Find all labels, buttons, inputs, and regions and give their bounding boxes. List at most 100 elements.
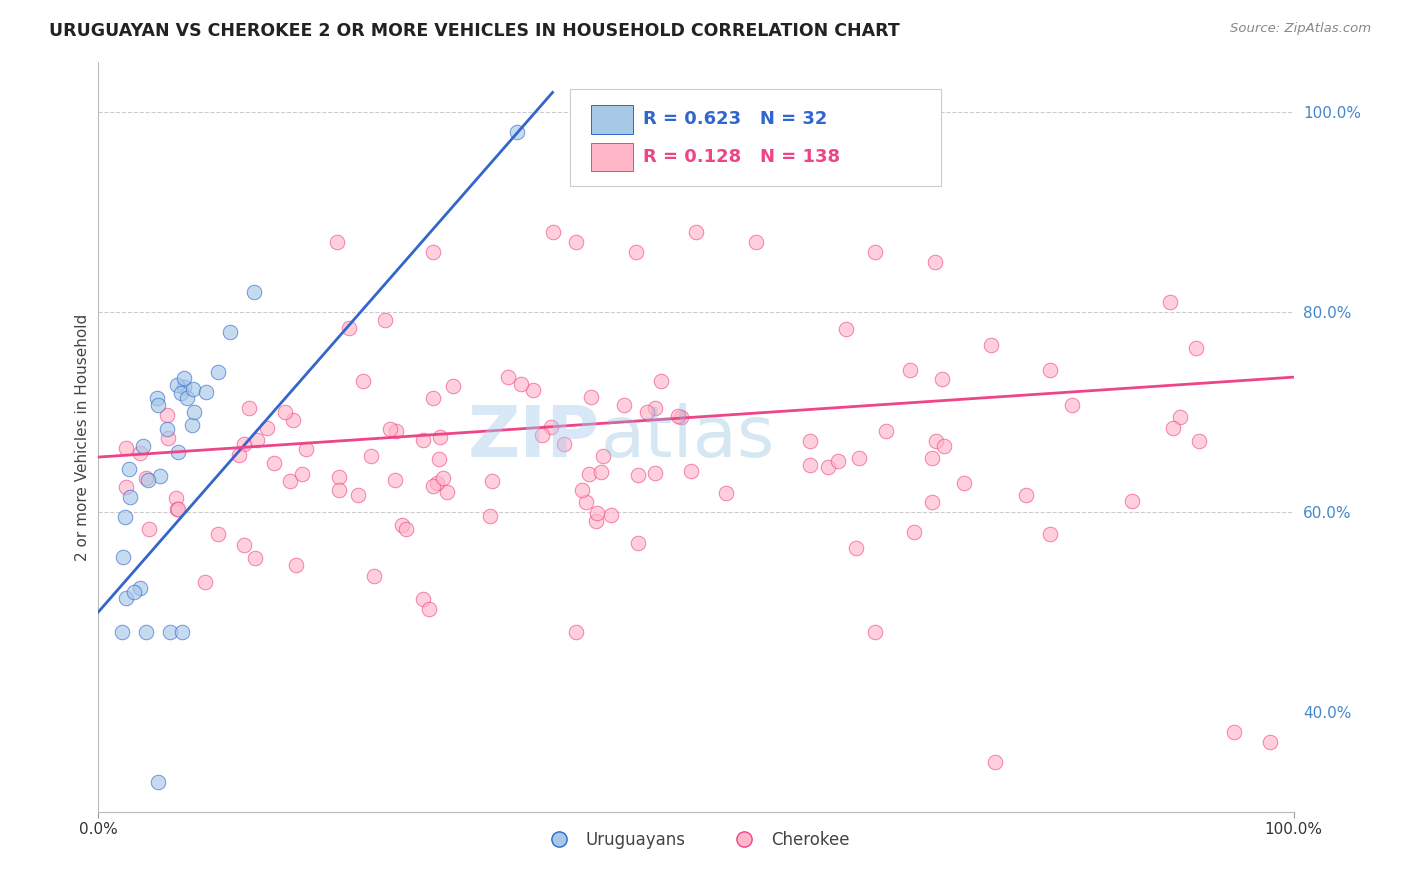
Point [575, 495, 598, 509]
Point [285, 558, 308, 573]
Point [243, 285, 266, 300]
Point [183, 405, 205, 419]
Point [176, 391, 198, 405]
Point [135, 624, 157, 639]
Point [644, 401, 666, 416]
Point [650, 374, 672, 388]
Point [510, 377, 533, 392]
Point [984, 755, 1007, 769]
Point [167, 502, 190, 516]
Point [274, 405, 297, 419]
Point [540, 419, 562, 434]
Point [481, 474, 503, 488]
Point [666, 409, 689, 423]
Point [921, 450, 943, 465]
Point [799, 458, 821, 472]
Point [128, 582, 150, 596]
Point [422, 391, 444, 405]
Point [586, 506, 609, 520]
Point [294, 442, 316, 456]
Point [135, 471, 157, 485]
Point [181, 417, 204, 432]
Point [1039, 363, 1062, 377]
Point [172, 624, 194, 639]
Point [111, 624, 134, 639]
Point [170, 385, 193, 400]
Point [613, 398, 636, 412]
Point [360, 449, 382, 463]
Point [1170, 409, 1192, 424]
FancyBboxPatch shape [571, 88, 941, 186]
Point [207, 365, 229, 379]
Point [980, 338, 1002, 352]
Point [148, 774, 170, 789]
Point [422, 245, 444, 260]
Point [875, 424, 897, 438]
Point [328, 470, 350, 484]
Point [124, 585, 146, 599]
Point [1062, 398, 1084, 412]
Point [263, 456, 285, 470]
Point [326, 235, 349, 250]
Point [478, 508, 501, 523]
Bar [591, 143, 633, 171]
Point [422, 479, 444, 493]
Point [129, 445, 152, 459]
Point [395, 522, 418, 536]
Point [159, 624, 181, 639]
Point [181, 383, 204, 397]
Point [384, 424, 406, 438]
Point [834, 322, 856, 336]
Point [953, 475, 976, 490]
Point [541, 225, 564, 239]
Point [166, 502, 188, 516]
Point [1188, 434, 1211, 448]
Text: R = 0.623   N = 32: R = 0.623 N = 32 [644, 111, 828, 128]
Point [592, 450, 614, 464]
Legend: Uruguayans, Cherokee: Uruguayans, Cherokee [536, 824, 856, 855]
Point [921, 494, 943, 508]
Point [585, 514, 607, 528]
Point [156, 431, 179, 445]
Point [412, 434, 434, 448]
Point [1039, 527, 1062, 541]
Point [278, 474, 301, 488]
Bar [591, 105, 633, 134]
Point [669, 409, 692, 424]
Point [1161, 421, 1184, 435]
Point [644, 466, 666, 480]
Point [412, 592, 434, 607]
Point [436, 485, 458, 500]
Point [530, 428, 553, 442]
Text: atlas: atlas [600, 402, 775, 472]
Point [115, 591, 138, 605]
Point [328, 483, 350, 497]
Point [827, 454, 849, 468]
Point [565, 235, 588, 250]
Point [219, 325, 242, 339]
Point [627, 536, 650, 550]
Point [281, 412, 304, 426]
Point [925, 434, 948, 448]
Point [637, 405, 659, 419]
Point [716, 486, 738, 500]
Point [903, 524, 925, 539]
Point [115, 480, 138, 494]
Point [817, 460, 839, 475]
Point [173, 379, 195, 393]
Point [685, 225, 707, 239]
Point [146, 392, 169, 406]
Text: ZIP: ZIP [468, 402, 600, 472]
Point [120, 490, 142, 504]
Point [429, 430, 451, 444]
Point [232, 538, 254, 552]
Point [599, 508, 621, 522]
Point [173, 371, 195, 385]
Point [132, 439, 155, 453]
Text: Source: ZipAtlas.com: Source: ZipAtlas.com [1230, 22, 1371, 36]
Point [347, 488, 370, 502]
Point [496, 369, 519, 384]
Point [114, 509, 136, 524]
Point [167, 445, 190, 459]
Point [291, 467, 314, 482]
